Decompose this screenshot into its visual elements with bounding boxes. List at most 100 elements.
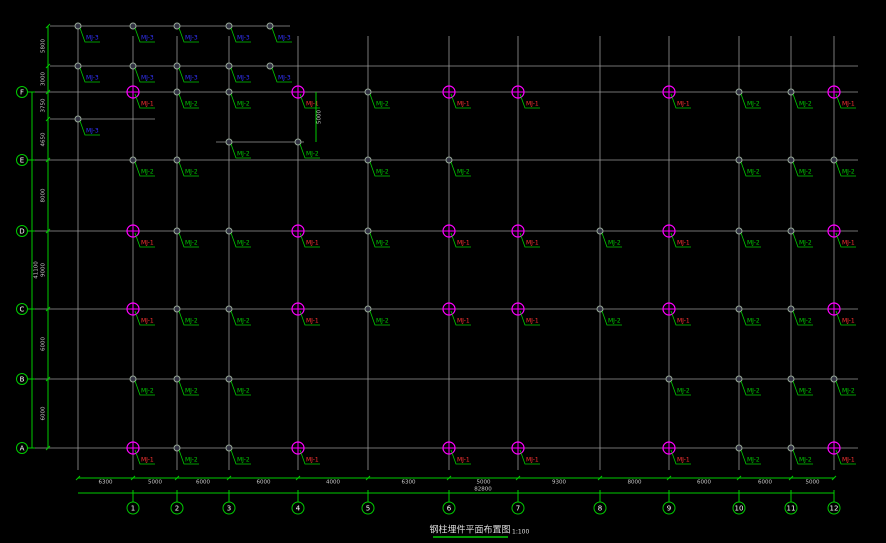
leader	[134, 232, 155, 248]
embed-marker	[596, 227, 604, 235]
leader	[79, 120, 100, 136]
embed-marker	[225, 62, 233, 70]
embed-label: MJ-2	[141, 388, 154, 395]
embed-label: MJ-1	[677, 101, 690, 108]
dim-text: 6000	[41, 406, 47, 420]
embed-label: MJ-2	[237, 151, 250, 158]
embed-marker	[735, 227, 743, 235]
leader	[134, 93, 155, 109]
leader	[670, 93, 691, 109]
embed-label: MJ-3	[141, 75, 154, 82]
embed-label: MJ-1	[457, 101, 470, 108]
leader	[178, 93, 199, 109]
leader	[792, 449, 813, 465]
leader	[299, 93, 320, 109]
leader	[740, 310, 761, 326]
embed-label: MJ-2	[677, 388, 690, 395]
embed-label: MJ-2	[185, 101, 198, 108]
leader	[178, 310, 199, 326]
col-bubble	[170, 501, 184, 515]
dim-tick	[45, 23, 51, 29]
row-label: B	[20, 376, 25, 384]
leader	[740, 449, 761, 465]
embed-label: MJ-2	[376, 169, 389, 176]
dim-text: 8000	[41, 188, 47, 202]
dim-total: 41100	[34, 261, 40, 279]
row-label: A	[20, 445, 25, 453]
leader	[835, 380, 856, 396]
dim-tick	[446, 475, 452, 481]
leader	[670, 380, 691, 396]
embed-label: MJ-3	[185, 75, 198, 82]
leader	[670, 449, 691, 465]
embed-label: MJ-3	[86, 75, 99, 82]
dim-text: 5000	[806, 480, 820, 486]
embed-marker	[225, 88, 233, 96]
embed-label: MJ-2	[376, 318, 389, 325]
dim-tick	[295, 475, 301, 481]
leader	[601, 232, 622, 248]
embed-marker	[74, 62, 82, 70]
embed-label: MJ-1	[842, 101, 855, 108]
leader	[271, 67, 292, 83]
col-bubble	[732, 501, 746, 515]
embed-marker	[225, 305, 233, 313]
col-bubble	[593, 501, 607, 515]
embed-label: MJ-1	[141, 240, 154, 247]
dim-tick	[45, 376, 51, 382]
leader	[178, 67, 199, 83]
col-label: 9	[667, 505, 671, 513]
leader	[299, 310, 320, 326]
dim-text: 6000	[758, 480, 772, 486]
embed-label: MJ-2	[799, 240, 812, 247]
embed-label: MJ-2	[185, 169, 198, 176]
leader	[230, 143, 251, 159]
embed-marker	[364, 227, 372, 235]
leader	[230, 449, 251, 465]
leader	[230, 310, 251, 326]
col-bubble	[291, 501, 305, 515]
leader	[79, 27, 100, 43]
leader	[450, 161, 471, 177]
embed-label: MJ-1	[842, 318, 855, 325]
dim-text: 3000	[41, 72, 47, 86]
leader	[450, 232, 471, 248]
col-label: 6	[447, 505, 452, 513]
embed-marker	[173, 62, 181, 70]
embed-label: MJ-2	[185, 457, 198, 464]
col-bubble	[222, 501, 236, 515]
leader	[835, 161, 856, 177]
leader	[450, 310, 471, 326]
embed-marker	[225, 444, 233, 452]
embed-label: MJ-1	[677, 457, 690, 464]
dim-text: 6300	[402, 480, 416, 486]
embed-label: MJ-1	[842, 240, 855, 247]
leader	[178, 380, 199, 396]
embed-marker	[787, 305, 795, 313]
embed-label: MJ-1	[457, 318, 470, 325]
leader	[835, 93, 856, 109]
dim-text: 6000	[196, 480, 210, 486]
leader	[792, 232, 813, 248]
leader	[450, 93, 471, 109]
dim-text: 6300	[99, 480, 113, 486]
leader	[134, 161, 155, 177]
leader	[134, 310, 155, 326]
embed-label: MJ-3	[237, 75, 250, 82]
dim-text: 6000	[697, 480, 711, 486]
embed-marker	[266, 62, 274, 70]
leader	[299, 449, 320, 465]
embed-label: MJ-2	[457, 169, 470, 176]
embed-marker	[787, 88, 795, 96]
leader	[134, 380, 155, 396]
dim-text: 5000	[317, 110, 323, 124]
row-label: E	[20, 157, 24, 165]
embed-marker	[787, 375, 795, 383]
embed-marker	[74, 115, 82, 123]
embed-label: MJ-1	[141, 318, 154, 325]
embed-label: MJ-2	[237, 457, 250, 464]
dim-text: 4650	[41, 132, 47, 146]
dim-tick	[45, 89, 51, 95]
embed-marker	[830, 156, 838, 164]
dim-tick	[45, 306, 51, 312]
